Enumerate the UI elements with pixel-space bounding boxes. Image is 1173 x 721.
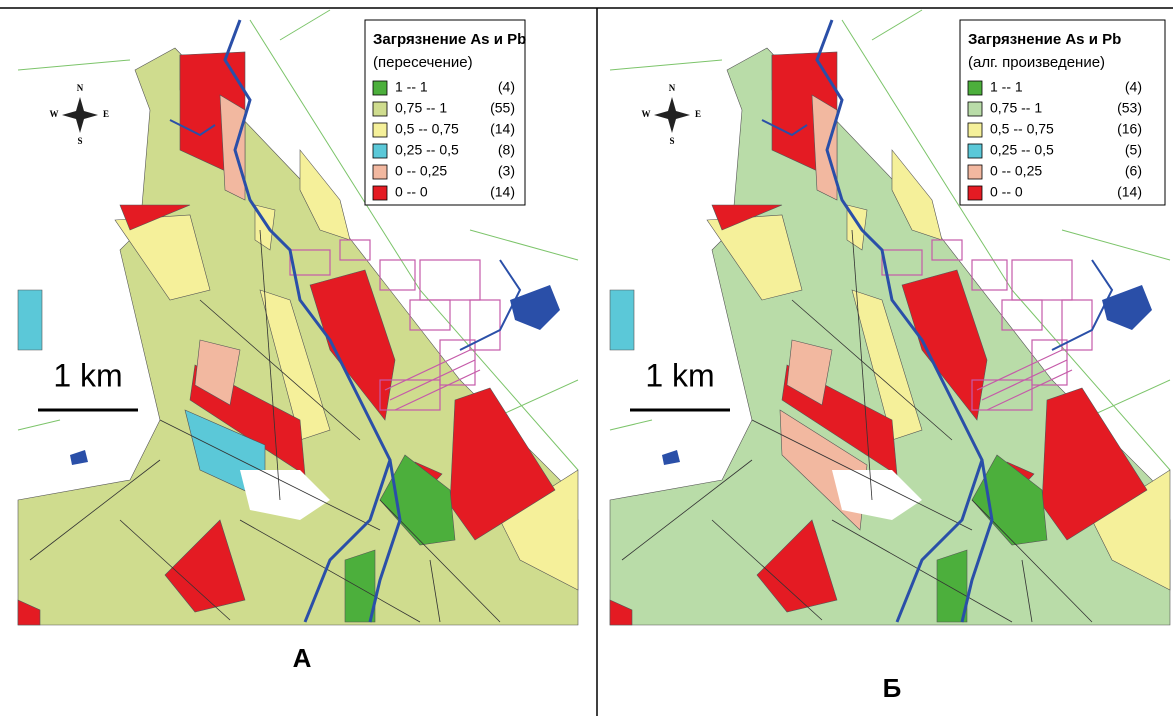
parcel <box>610 290 634 350</box>
legend-subtitle: (алг. произведение) <box>968 54 1105 71</box>
legend-range: 0 -- 0,25 <box>395 163 447 179</box>
figure: N S W E 1 km Загрязнение As и Pb (пересечение)… <box>0 0 1173 716</box>
panel-label: А <box>293 643 312 673</box>
legend-swatch <box>968 165 982 179</box>
lake <box>662 450 680 465</box>
legend-swatch <box>373 165 387 179</box>
legend-count: (4) <box>498 79 515 95</box>
legend-range: 0,75 -- 1 <box>990 100 1042 116</box>
parcel <box>18 290 42 350</box>
compass-label: N <box>669 83 676 93</box>
legend-range: 0 -- 0,25 <box>990 163 1042 179</box>
legend-swatch <box>373 144 387 158</box>
legend-count: (6) <box>1125 163 1142 179</box>
legend-range: 0,25 -- 0,5 <box>990 142 1054 158</box>
legend-swatch <box>968 123 982 137</box>
legend-range: 0 -- 0 <box>395 184 428 200</box>
scale-label: 1 km <box>645 357 714 393</box>
compass-label: E <box>103 109 109 119</box>
legend-range: 0,25 -- 0,5 <box>395 142 459 158</box>
lake <box>510 285 560 330</box>
legend-count: (14) <box>490 184 515 200</box>
parcel <box>345 550 375 622</box>
map-b: N S W E 1 km Загрязнение As и Pb (алг. произве… <box>610 10 1170 703</box>
legend-swatch <box>968 144 982 158</box>
legend-swatch <box>373 123 387 137</box>
legend-count: (14) <box>1117 184 1142 200</box>
legend-range: 1 -- 1 <box>990 79 1023 95</box>
legend-range: 0,5 -- 0,75 <box>395 121 459 137</box>
legend-swatch <box>373 102 387 116</box>
map-a: N S W E 1 km Загрязнение As и Pb (пересечение)… <box>18 10 578 673</box>
compass-label: E <box>695 109 701 119</box>
legend-count: (14) <box>490 121 515 137</box>
legend-count: (16) <box>1117 121 1142 137</box>
legend-count: (3) <box>498 163 515 179</box>
parcel <box>937 550 967 622</box>
compass-label: W <box>642 109 651 119</box>
legend-count: (8) <box>498 142 515 158</box>
lake <box>70 450 88 465</box>
lake <box>1102 285 1152 330</box>
legend-range: 0,5 -- 0,75 <box>990 121 1054 137</box>
panel-label: Б <box>883 673 902 703</box>
compass-rose <box>62 97 98 133</box>
legend-range: 1 -- 1 <box>395 79 428 95</box>
legend-swatch <box>968 81 982 95</box>
legend-title: Загрязнение As и Pb <box>968 31 1121 48</box>
compass-label: W <box>50 109 59 119</box>
compass-label: S <box>669 136 674 146</box>
legend-subtitle: (пересечение) <box>373 54 473 71</box>
legend-count: (53) <box>1117 100 1142 116</box>
legend-swatch <box>373 186 387 200</box>
legend-count: (4) <box>1125 79 1142 95</box>
compass-label: S <box>77 136 82 146</box>
legend-count: (55) <box>490 100 515 116</box>
legend-title: Загрязнение As и Pb <box>373 31 526 48</box>
legend-swatch <box>968 102 982 116</box>
compass-rose <box>654 97 690 133</box>
legend-swatch <box>373 81 387 95</box>
compass-label: N <box>77 83 84 93</box>
legend-count: (5) <box>1125 142 1142 158</box>
legend-range: 0 -- 0 <box>990 184 1023 200</box>
legend-range: 0,75 -- 1 <box>395 100 447 116</box>
scale-label: 1 km <box>53 357 122 393</box>
legend-swatch <box>968 186 982 200</box>
